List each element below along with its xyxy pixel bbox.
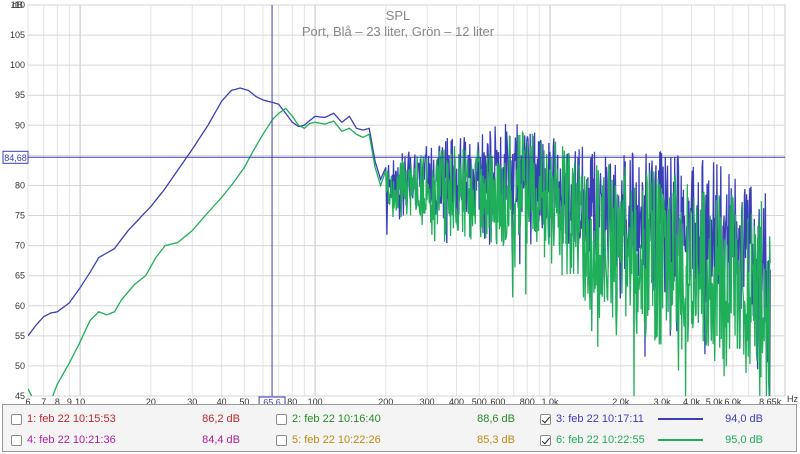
x-tick-label: 100 [308,397,323,404]
legend-label-3: 3: feb 22 10:17:11 [556,413,644,425]
legend-checkbox-6[interactable] [540,434,551,446]
x-tick-label: 80 [287,397,297,404]
x-tick-label: 400 [449,397,464,404]
legend-item-5[interactable]: 5: feb 22 10:22:26 [276,429,381,451]
legend-value-1: 86,2 dB [202,413,240,425]
cursor: 84,68 65,6 [2,5,785,405]
legend-item-4[interactable]: 4: feb 22 10:21:36 [11,429,116,451]
legend-value-5: 85,3 dB [477,434,515,446]
cursor-x-readout: 65,6 [258,396,286,405]
y-tick-label: 110 [11,0,25,10]
x-tick-label: 6 [25,397,30,404]
y-tick-label: 70 [15,241,25,251]
series-line-2 [28,107,771,396]
legend-checkbox-3[interactable] [540,413,551,425]
legend-item-1[interactable]: 1: feb 22 10:15:53 [11,408,116,430]
legend-item-6[interactable]: 6: feb 22 10:22:55 [540,429,645,451]
svg-text:84,68: 84,68 [4,153,27,163]
legend-row-2: 4: feb 22 10:21:36 84,4 dB 5: feb 22 10:… [3,429,796,451]
x-tick-label: 500 [472,397,487,404]
y-tick-label: 80 [15,180,25,190]
cursor-y-readout: 84,68 [2,150,29,164]
y-tick-label: 105 [10,30,25,40]
x-tick-label: 200 [378,397,393,404]
x-tick-label: 6,0k [724,397,742,404]
legend-checkbox-4[interactable] [11,434,22,446]
legend-label-5: 5: feb 22 10:22:26 [292,434,381,446]
y-axis-unit-label: dB [12,0,23,10]
legend-label-4: 4: feb 22 10:21:36 [27,434,116,446]
y-tick-label: 65 [15,271,25,281]
y-tick-label: 55 [15,331,25,341]
x-axis-unit-label: Hz [787,394,798,404]
x-tick-label: 1,0k [542,397,560,404]
x-tick-label: 2,0k [612,397,630,404]
x-tick-label: 50 [239,397,249,404]
x-tick-label: 800 [520,397,535,404]
y-tick-label: 75 [15,211,25,221]
x-tick-label: 40 [217,397,227,404]
x-tick-label: 9 [67,397,72,404]
x-tick-label: 600 [490,397,505,404]
legend-item-3[interactable]: 3: feb 22 10:17:11 [540,408,644,430]
legend-value-6: 95,0 dB [725,434,763,446]
x-tick-label: 4,0k [683,397,701,404]
legend-value-4: 84,4 dB [202,434,240,446]
x-tick-label: 300 [420,397,435,404]
legend-row-1: 1: feb 22 10:15:53 86,2 dB 2: feb 22 10:… [3,408,796,430]
y-tick-label: 45 [15,391,25,401]
legend-checkbox-1[interactable] [11,413,22,425]
chart-subtitle: Port, Blå – 23 liter, Grön – 12 liter [302,24,495,39]
legend-swatch-3 [658,418,703,420]
legend-swatch-6 [658,439,703,441]
y-tick-label: 95 [15,90,25,100]
y-tick-label: 60 [15,301,25,311]
x-tick-label: 3,0k [654,397,672,404]
legend-label-6: 6: feb 22 10:22:55 [556,434,645,446]
y-tick-label: 50 [15,361,25,371]
legend-label-2: 2: feb 22 10:16:40 [292,413,381,425]
legend-item-2[interactable]: 2: feb 22 10:16:40 [276,408,381,430]
x-axis: 6 7 8 9 10 20 30 40 50 80 100 200 300 400 500 600 800 1,0… [25,397,781,404]
x-tick-label: 20 [146,397,156,404]
spl-chart[interactable]: 4550556065707580859095100105110 67891020… [0,0,800,404]
x-tick-label: 8,65k [759,397,782,404]
legend-checkbox-5[interactable] [276,434,287,446]
y-tick-label: 90 [15,120,25,130]
legend-checkbox-2[interactable] [276,413,287,425]
x-tick-label: 7 [41,397,46,404]
y-tick-label: 100 [10,60,25,70]
legend-label-1: 1: feb 22 10:15:53 [27,413,116,425]
legend-value-3: 94,0 dB [725,413,763,425]
svg-text:65,6: 65,6 [263,398,281,405]
x-tick-label: 8 [55,397,60,404]
chart-title: SPL [386,8,411,23]
legend-value-2: 88,6 dB [477,413,515,425]
x-tick-label: 10 [75,397,85,404]
legend-panel: 1: feb 22 10:15:53 86,2 dB 2: feb 22 10:… [2,404,797,452]
x-tick-label: 30 [187,397,197,404]
x-tick-label: 5,0k [706,397,724,404]
